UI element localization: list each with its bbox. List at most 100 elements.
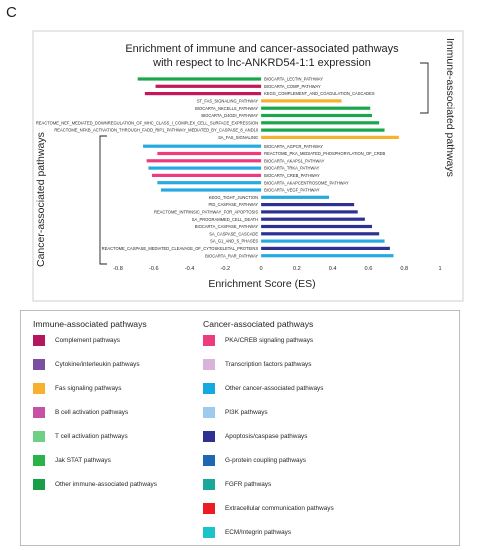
bar-label: BIOCARTA_CASPASE_PATHWAY	[195, 224, 259, 229]
cancer-group-label: Cancer-associated pathways	[35, 132, 47, 267]
legend-swatch	[33, 383, 45, 394]
chart-title-line2: with respect to lnc-ANKRD54-1:1 expressi…	[152, 57, 371, 69]
bar	[155, 84, 262, 88]
bar	[261, 246, 390, 250]
bar-label: ST_FAS_SIGNALING_PATHWAY	[197, 99, 259, 104]
bar	[157, 151, 262, 156]
bar	[261, 195, 330, 199]
legend-label: Fas signaling pathways	[55, 385, 122, 392]
legend-label: PKA/CREB signaling pathways	[225, 337, 314, 344]
bar	[261, 217, 365, 221]
bar	[137, 77, 262, 81]
bar-label: BIOCARTA_AGPCR_PATHWAY	[264, 144, 323, 149]
bar-label: BIOCARTA_D4GDI_PATHWAY	[201, 113, 258, 118]
bar-label: BIOCARTA_VEGF_PATHWAY	[264, 188, 320, 193]
immune-group-label: Immune-associated pathways	[444, 38, 456, 177]
x-tick-label: 1	[438, 266, 441, 272]
legend-label: FGFR pathways	[225, 481, 272, 488]
bar	[261, 239, 385, 243]
bar-label: PID_CASPASE_PATHWAY	[209, 202, 259, 207]
x-tick-label: 0.4	[329, 266, 337, 272]
bar	[261, 99, 342, 103]
legend-label: Complement pathways	[55, 337, 121, 344]
legend-item: ECM/Integrin pathways	[203, 527, 291, 538]
legend-swatch	[33, 455, 45, 466]
bar	[261, 135, 399, 139]
bar	[148, 166, 262, 170]
legend-swatch	[203, 431, 215, 442]
bar-label: BIOCARTA_AKAPCENTROSOME_PATHWAY	[264, 180, 349, 185]
legend-item: B cell activation pathways	[33, 407, 128, 418]
legend-item: PKA/CREB signaling pathways	[203, 335, 313, 346]
bar	[261, 232, 380, 236]
bar	[261, 254, 394, 258]
legend-item: Apoptosis/caspase pathways	[203, 431, 307, 442]
legend-swatch	[203, 527, 215, 538]
bar	[261, 106, 371, 110]
legend-immune-title: Immune-associated pathways	[33, 319, 147, 329]
legend-item: T cell activation pathways	[33, 431, 128, 442]
bar	[143, 144, 262, 148]
bar	[261, 128, 385, 132]
x-tick-label: 0.6	[365, 266, 373, 272]
x-tick-label: 0.2	[293, 266, 301, 272]
bar-label: SA_CASPASE_CASCADE	[209, 231, 258, 236]
legend-swatch	[33, 335, 45, 346]
legend-item: Cytokine/interleukin pathways	[33, 359, 140, 370]
legend-label: ECM/Integrin pathways	[225, 529, 292, 536]
bar-label: BIOCARTA_LECTIN_PATHWAY	[264, 77, 323, 82]
bar-label: KEGG_COMPLEMENT_AND_COAGULATION_CASCADES	[264, 91, 375, 96]
bar	[144, 92, 262, 96]
bar-label: KEGG_TIGHT_JUNCTION	[209, 195, 258, 200]
legend-swatch	[203, 383, 215, 394]
bar-label: REACTOME_PKA_MEDIATED_PHOSPHORYLATION_OF…	[264, 151, 385, 156]
legend-swatch	[203, 335, 215, 346]
legend-item: Fas signaling pathways	[33, 383, 121, 394]
chart-frame	[32, 30, 464, 302]
legend-label: Other immune-associated pathways	[55, 481, 157, 488]
enrichment-bar-chart: Enrichment of immune and cancer-associat…	[32, 30, 464, 302]
bar-label: BIOCARTA_TRKA_PATHWAY	[264, 166, 319, 171]
bar-label: BIOCARTA_CREB_PATHWAY	[264, 173, 320, 178]
legend-swatch	[203, 479, 215, 490]
bar	[261, 113, 373, 118]
legend-label: Transcription factors pathways	[225, 361, 312, 368]
legend-label: PI3K pathways	[225, 409, 268, 416]
legend-item: Extracellular communication pathways	[203, 503, 334, 514]
legend-label: Extracellular communication pathways	[225, 505, 334, 512]
x-tick-label: -0.6	[149, 266, 159, 272]
x-tick-label: -0.8	[113, 266, 123, 272]
bar	[261, 203, 355, 207]
legend-item: Jak STAT pathways	[33, 455, 111, 466]
bar-label: BIOCARTA_NKCELLS_PATHWAY	[195, 106, 258, 111]
immune-group-bracket	[420, 62, 429, 114]
legend-item: Other cancer-associated pathways	[203, 383, 323, 394]
legend-item: PI3K pathways	[203, 407, 268, 418]
legend-swatch	[33, 431, 45, 442]
legend-swatch	[33, 359, 45, 370]
bar	[160, 188, 262, 192]
legend-box: Immune-associated pathways Cancer-associ…	[20, 310, 460, 546]
legend-label: T cell activation pathways	[55, 433, 128, 440]
panel-label: C	[6, 4, 17, 21]
x-tick-label: 0.8	[400, 266, 408, 272]
legend-label: B cell activation pathways	[55, 409, 129, 416]
legend-swatch	[203, 455, 215, 466]
x-axis-ticks: -0.8 -0.6 -0.4 -0.2 0 0.2 0.4 0.6 0.8 1	[113, 266, 441, 272]
bar-label: BIOCARTA_RAR_PATHWAY	[205, 253, 258, 258]
x-tick-label: -0.4	[185, 266, 195, 272]
legend-item: FGFR pathways	[203, 479, 271, 490]
bar-label: SA_FAS_SIGNALING	[218, 135, 258, 140]
legend-label: Jak STAT pathways	[55, 457, 111, 464]
legend-label: G-protein coupling pathways	[225, 457, 306, 464]
legend-item: G-protein coupling pathways	[203, 455, 306, 466]
bar-label: BIOCARTA_COMP_PATHWAY	[264, 84, 321, 89]
x-tick-label: 0	[260, 266, 263, 272]
legend-item: Transcription factors pathways	[203, 359, 311, 370]
bar-label: BIOCARTA_AKAPS1_PATHWAY	[264, 158, 324, 163]
bars-layer: BIOCARTA_LECTIN_PATHWAY BIOCARTA_COMP_PAT…	[36, 77, 399, 258]
bar	[157, 181, 262, 185]
legend-cancer-title: Cancer-associated pathways	[203, 319, 314, 329]
bar-label: REACTOME_NFKB_ACTIVATION_THROUGH_FADD_RI…	[54, 128, 258, 133]
bar	[261, 121, 380, 125]
